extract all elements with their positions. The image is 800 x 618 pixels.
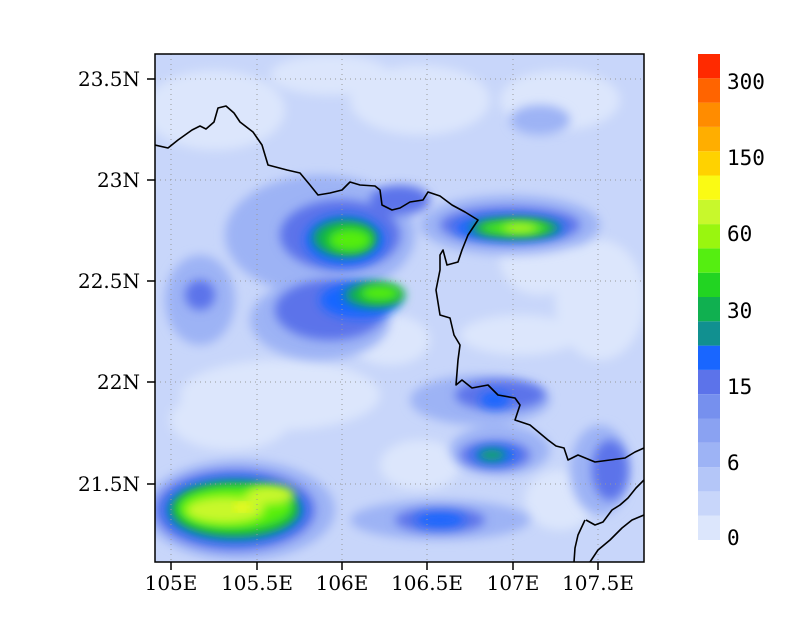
- map-frame: [154, 53, 645, 563]
- colorbar-swatch: [698, 151, 720, 176]
- colorbar-swatch: [698, 199, 720, 225]
- x-tick-label: 105.5E: [221, 571, 293, 595]
- x-axis-labels: 105E 105.5E 106E 106.5E 107E 107.5E: [145, 571, 634, 595]
- contour-level-0-2: [155, 55, 644, 530]
- colorbar-label: 150: [727, 146, 765, 170]
- colorbar-label: 0: [727, 526, 740, 550]
- x-tick-label: 107.5E: [562, 571, 634, 595]
- y-tick-label: 22.5N: [78, 269, 140, 293]
- colorbar-swatch: [698, 467, 720, 492]
- colorbar-label: 60: [727, 222, 752, 246]
- colorbar-label: 300: [727, 70, 765, 94]
- x-tick-label: 106E: [316, 571, 369, 595]
- y-tick-label: 23.5N: [78, 67, 140, 91]
- country-border: [155, 105, 644, 562]
- colorbar-swatch: [698, 394, 720, 419]
- colorbar: [698, 54, 720, 540]
- y-axis-labels: 23.5N 23N 22.5N 22N 21.5N: [78, 67, 140, 496]
- colorbar-label: 15: [727, 375, 752, 399]
- colorbar-swatch: [698, 321, 720, 346]
- colorbar-swatch: [698, 418, 720, 443]
- colorbar-labels: 0 6 15 30 60 150 300: [727, 70, 765, 550]
- colorbar-swatch: [698, 442, 720, 468]
- colorbar-swatch: [698, 369, 720, 395]
- x-tick-label: 106.5E: [391, 571, 463, 595]
- y-tick-label: 21.5N: [78, 472, 140, 496]
- colorbar-label: 30: [727, 299, 752, 323]
- y-tick-label: 23N: [97, 168, 140, 192]
- colorbar-swatch: [698, 345, 720, 370]
- map-plot-area: [155, 54, 644, 562]
- colorbar-swatch: [698, 78, 720, 103]
- colorbar-swatch: [698, 297, 720, 322]
- colorbar-swatch: [698, 491, 720, 516]
- axis-ticks: [147, 78, 599, 570]
- colorbar-swatch: [698, 54, 720, 79]
- colorbar-swatch: [698, 175, 720, 200]
- x-tick-label: 105E: [145, 571, 198, 595]
- precipitation-field: [155, 55, 644, 560]
- colorbar-swatch: [698, 102, 720, 127]
- colorbar-swatch: [698, 248, 720, 273]
- y-tick-label: 22N: [97, 370, 140, 394]
- colorbar-label: 6: [727, 451, 740, 475]
- colorbar-swatch: [698, 224, 720, 249]
- colorbar-swatch: [698, 272, 720, 297]
- contour-level-80-100: [234, 503, 250, 511]
- colorbar-swatch: [698, 126, 720, 152]
- x-tick-label: 107E: [487, 571, 540, 595]
- colorbar-swatch: [698, 515, 720, 540]
